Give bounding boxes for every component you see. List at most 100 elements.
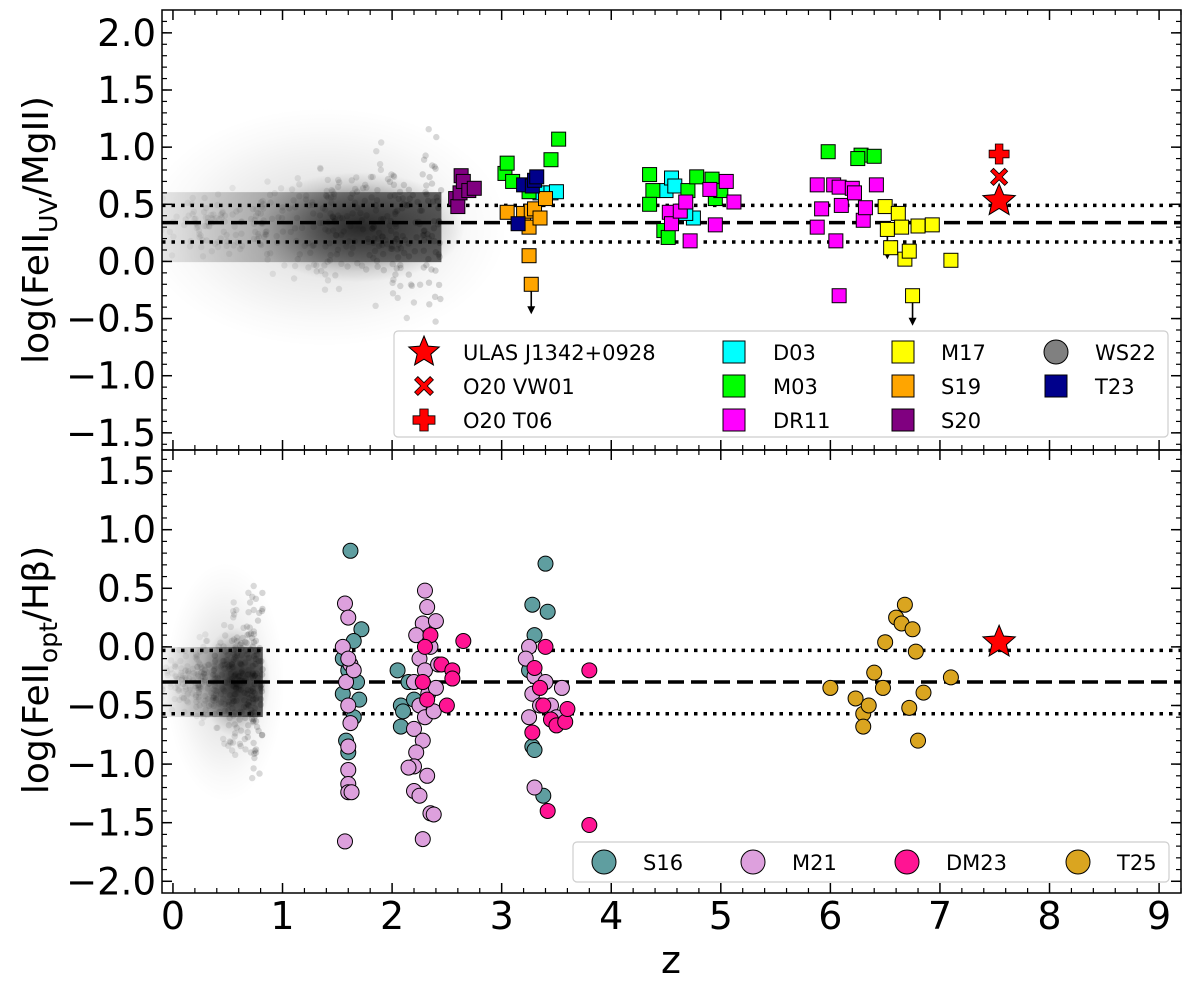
cloud-speck	[199, 665, 206, 672]
cloud-speck	[198, 673, 205, 680]
m03-point	[642, 196, 658, 212]
legend-marker	[414, 376, 434, 396]
cloud-speck	[252, 718, 260, 725]
cloud-speck	[423, 182, 430, 189]
cloud-speck	[204, 661, 212, 669]
bottom-ylabel-sub: opt	[34, 622, 63, 663]
cloud-speck	[247, 749, 255, 756]
series-m17	[877, 199, 959, 304]
cloud-speck	[377, 166, 385, 174]
legend-label: DR11	[773, 409, 830, 433]
cloud-speck	[392, 223, 400, 230]
cloud-speck	[175, 685, 182, 692]
cloud-speck	[373, 257, 381, 265]
m21-point	[340, 650, 357, 667]
legend-entry-ws22: WS22	[1043, 339, 1156, 365]
cloud-speck	[264, 256, 271, 263]
cloud-speck	[302, 196, 310, 203]
cloud-speck	[203, 637, 210, 645]
cloud-speck	[183, 697, 190, 704]
cloud-speck	[260, 205, 267, 212]
bottom-ylabel-main: log(FeII	[16, 663, 57, 794]
cloud-speck	[222, 632, 229, 639]
m17-point	[894, 219, 910, 235]
cloud-speck	[225, 701, 232, 709]
dr11-point	[833, 197, 849, 213]
cloud-speck	[206, 223, 213, 230]
cloud-speck	[251, 705, 259, 712]
cloud-speck	[258, 688, 266, 695]
cloud-speck	[254, 209, 262, 217]
cloud-speck	[249, 688, 257, 695]
cloud-speck	[201, 222, 208, 230]
o20-t06-point	[988, 143, 1010, 165]
cloud-speck	[263, 228, 270, 235]
cloud-speck	[217, 211, 225, 218]
y-tick-label: −0.5	[66, 684, 156, 727]
cloud-speck	[192, 654, 199, 661]
dm23-point	[532, 679, 549, 696]
cloud-speck	[399, 232, 406, 240]
cloud-speck	[394, 207, 401, 214]
cloud-speck	[344, 213, 351, 220]
cloud-speck	[421, 227, 428, 234]
cloud-speck	[353, 174, 360, 181]
cloud-speck	[419, 232, 427, 239]
cloud-speck	[253, 695, 260, 702]
cloud-speck	[393, 236, 400, 243]
cloud-speck	[431, 293, 439, 300]
cloud-speck	[344, 263, 351, 270]
cloud-speck	[392, 210, 399, 218]
cloud-speck	[167, 657, 175, 664]
cloud-speck	[249, 593, 256, 600]
cloud-speck	[435, 251, 442, 258]
cloud-speck	[221, 661, 228, 668]
m21-point	[553, 679, 570, 696]
cloud-speck	[238, 652, 245, 659]
cloud-speck	[329, 188, 336, 195]
cloud-speck	[249, 205, 257, 213]
x-tick-label: 8	[1037, 894, 1061, 938]
cloud-speck	[193, 653, 201, 660]
cloud-speck	[208, 248, 215, 255]
cloud-speck	[232, 691, 239, 698]
cloud-speck	[162, 686, 166, 693]
cloud-speck	[259, 731, 266, 739]
cloud-speck	[335, 285, 343, 293]
cloud-speck	[231, 653, 239, 660]
cloud-speck	[418, 207, 426, 214]
cloud-speck	[291, 262, 299, 270]
bottom-axes-frame	[161, 449, 1182, 894]
cloud-speck	[210, 694, 218, 701]
cloud-speck	[324, 194, 332, 201]
cloud-speck	[271, 190, 278, 197]
cloud-speck	[236, 641, 244, 649]
cloud-speck	[325, 228, 332, 235]
cloud-speck	[199, 673, 207, 680]
cloud-speck	[405, 271, 412, 278]
legend-label: D03	[773, 341, 816, 365]
cloud-speck	[229, 682, 236, 689]
cloud-speck	[232, 231, 239, 239]
cloud-speck	[196, 234, 203, 241]
cloud-speck	[203, 204, 210, 212]
dr11-point	[855, 212, 871, 228]
cloud-speck	[171, 663, 178, 670]
dm23-point	[539, 802, 556, 819]
cloud-speck	[393, 235, 400, 243]
cloud-speck	[256, 770, 263, 777]
cloud-speck	[369, 225, 376, 232]
cloud-speck	[370, 223, 378, 231]
bottom-y-axis-label: log(FeIIopt/Hβ)	[16, 546, 63, 794]
cloud-speck	[162, 664, 170, 671]
cloud-speck	[214, 243, 222, 251]
cloud-speck	[386, 178, 394, 185]
cloud-speck	[211, 652, 219, 659]
cloud-speck	[359, 226, 367, 233]
cloud-speck	[180, 680, 187, 688]
cloud-speck	[423, 261, 430, 269]
cloud-speck	[245, 722, 252, 729]
cloud-speck	[228, 664, 236, 671]
m21-point	[336, 595, 353, 612]
cloud-speck	[238, 242, 246, 249]
